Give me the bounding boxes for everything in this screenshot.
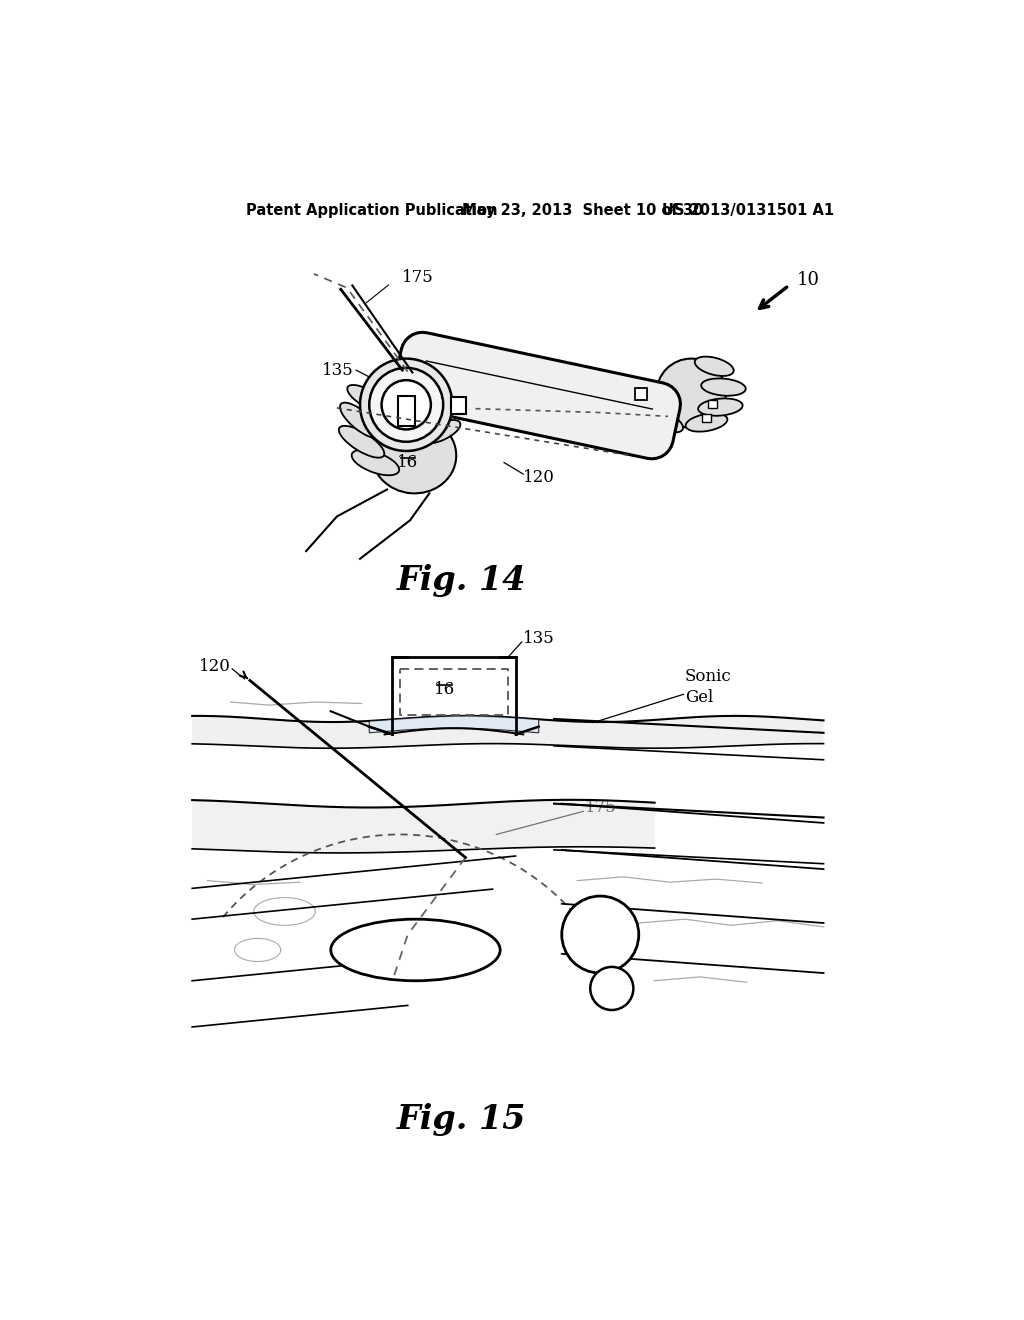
Ellipse shape: [340, 403, 380, 438]
Text: 175: 175: [402, 269, 434, 286]
Polygon shape: [193, 715, 823, 748]
Circle shape: [382, 380, 431, 429]
Text: Sonic
Gel: Sonic Gel: [685, 668, 732, 706]
Ellipse shape: [656, 359, 726, 428]
Text: 16: 16: [397, 454, 419, 471]
Text: 120: 120: [199, 659, 230, 675]
Text: 175: 175: [585, 799, 616, 816]
Text: 135: 135: [523, 630, 555, 647]
Circle shape: [370, 368, 443, 442]
Ellipse shape: [331, 919, 500, 981]
Text: 120: 120: [522, 470, 555, 487]
Polygon shape: [701, 414, 711, 422]
Ellipse shape: [653, 413, 683, 432]
Text: 135: 135: [323, 362, 354, 379]
Ellipse shape: [686, 413, 727, 432]
Polygon shape: [451, 397, 466, 414]
Text: US 2013/0131501 A1: US 2013/0131501 A1: [662, 203, 834, 218]
Ellipse shape: [339, 426, 384, 458]
Text: 10: 10: [797, 271, 819, 289]
Polygon shape: [397, 396, 415, 426]
Polygon shape: [370, 715, 539, 733]
Text: Fig. 15: Fig. 15: [397, 1104, 526, 1135]
Polygon shape: [193, 800, 654, 853]
Ellipse shape: [694, 356, 733, 376]
Ellipse shape: [347, 385, 388, 412]
Circle shape: [590, 966, 634, 1010]
Ellipse shape: [698, 399, 742, 416]
Ellipse shape: [372, 416, 457, 494]
Ellipse shape: [421, 420, 461, 444]
Text: Fig. 14: Fig. 14: [397, 564, 526, 597]
Ellipse shape: [701, 379, 745, 396]
Text: BV: BV: [394, 941, 421, 958]
Circle shape: [400, 399, 413, 411]
Circle shape: [360, 359, 453, 451]
Text: Patent Application Publication: Patent Application Publication: [246, 203, 498, 218]
Polygon shape: [635, 388, 647, 400]
Text: 16: 16: [434, 681, 456, 698]
Polygon shape: [708, 400, 717, 408]
Circle shape: [562, 896, 639, 973]
Text: May 23, 2013  Sheet 10 of 30: May 23, 2013 Sheet 10 of 30: [462, 203, 703, 218]
Polygon shape: [394, 333, 680, 459]
Ellipse shape: [351, 450, 399, 475]
Text: 40: 40: [528, 358, 549, 375]
